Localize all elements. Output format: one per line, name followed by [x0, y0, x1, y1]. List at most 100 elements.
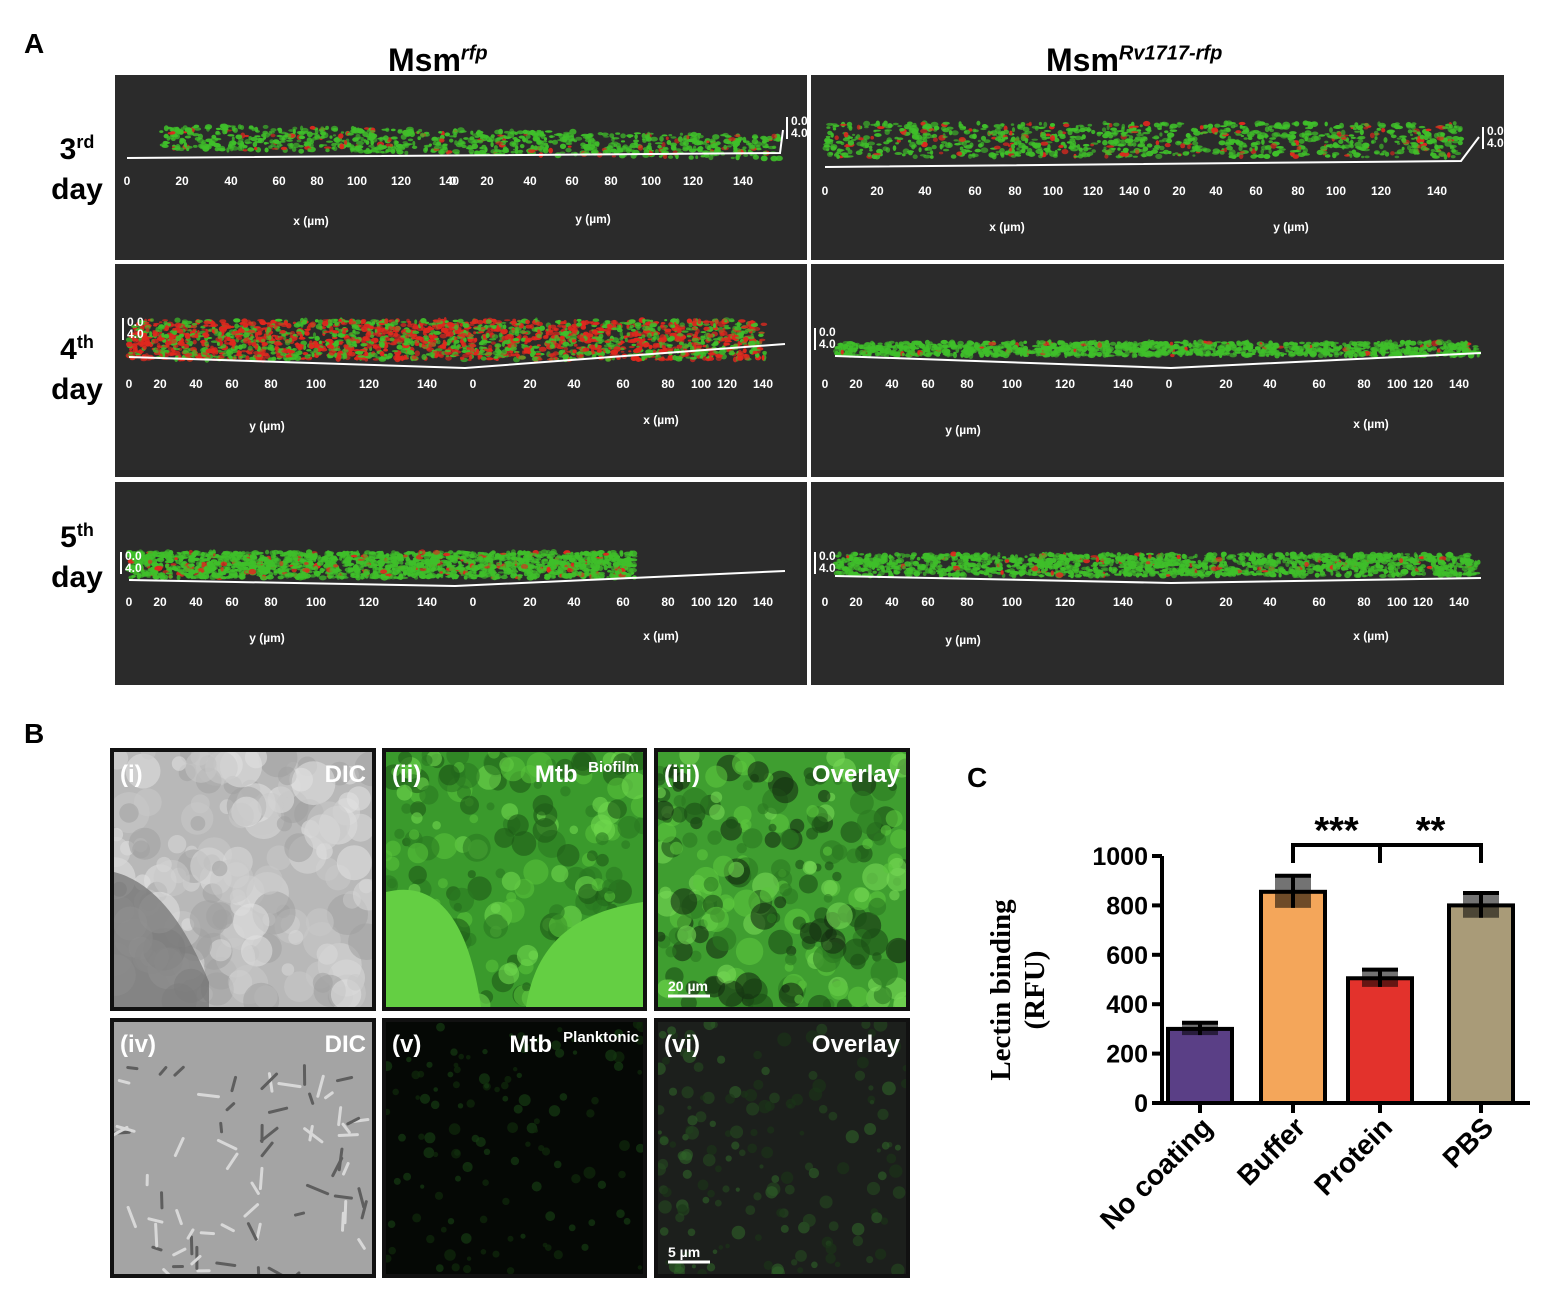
depth-scale: 0.04.0 [786, 114, 807, 140]
bright-region [526, 902, 643, 1007]
depth-scale: 0.04.0 [1482, 124, 1504, 150]
depth-tick: 4.0 [791, 126, 807, 140]
axis-tick-label: 40 [1263, 595, 1277, 609]
axis-tick-label: 60 [1312, 595, 1326, 609]
axis-tick-label: 100 [1326, 184, 1346, 198]
axis-tick-label: 60 [968, 184, 982, 198]
axis-tick-label: 20 [523, 377, 537, 391]
micrograph-title: Mtb [509, 1031, 552, 1058]
axis-tick-label: 0 [470, 595, 477, 609]
axis-tick-label: 20 [849, 377, 863, 391]
axis-tick-label: 80 [661, 595, 675, 609]
axis-tick-label: 120 [1371, 184, 1391, 198]
axis-tick-label: 20 [175, 174, 189, 188]
y-tick-label: 0 [1134, 1090, 1148, 1118]
micrograph-overlay-biofilm: (iii) Overlay 20 µm [654, 748, 910, 1011]
axis-tick-label: 140 [1427, 184, 1447, 198]
axis-tick-label: 60 [616, 595, 630, 609]
axis-tick-label: 140 [417, 377, 437, 391]
micrograph-index-label: (v) [392, 1031, 421, 1058]
biofilm-signal [125, 317, 768, 363]
row-label-day-3: 3rd day [51, 132, 103, 206]
axis-title: x (µm) [1353, 417, 1389, 431]
axis-tick-label: 40 [224, 174, 238, 188]
panel-b-letter: B [24, 718, 45, 749]
micrograph-title: Overlay [812, 1031, 901, 1058]
axis-baseline [128, 343, 786, 370]
depth-tick: 0.0 [127, 315, 144, 329]
axis-baseline [834, 575, 1482, 585]
axis-tick-label: 140 [1119, 184, 1139, 198]
axis-tick-label: 80 [310, 174, 324, 188]
depth-tick: 0.0 [791, 114, 807, 128]
axis-tick-label: 20 [849, 595, 863, 609]
error-band [1182, 1022, 1218, 1036]
micrograph-dic-planktonic: (iv) DIC [110, 1018, 376, 1278]
axis-tick-label: 0 [1166, 377, 1173, 391]
significance-bracket [1378, 843, 1483, 863]
axis-tick-label: 80 [661, 377, 675, 391]
error-band [1362, 969, 1398, 987]
axis-tick-label: 60 [225, 595, 239, 609]
axis-title: y (µm) [249, 419, 285, 433]
axis-title: y (µm) [945, 423, 981, 437]
axis-tick-label: 100 [1002, 377, 1022, 391]
micrograph-title-superscript: Planktonic [563, 1029, 639, 1046]
dark-region [114, 872, 209, 1007]
axis-tick-label: 40 [567, 595, 581, 609]
depth-tick: 4.0 [125, 561, 142, 575]
axis-tick-label: 80 [960, 377, 974, 391]
y-axis-title-line2: (RFU) [1019, 951, 1051, 1030]
axis-tick-label: 100 [1043, 184, 1063, 198]
panel-c-letter: C [967, 762, 988, 793]
axis-tick-label: 120 [1055, 377, 1075, 391]
confocal-msm-rv1717-day5: 0.0 4.0 0 20 40 60 80 100 120 140 0 20 40 60 80 100 120 1… [811, 482, 1504, 685]
axis-tick-label: 40 [885, 377, 899, 391]
axis-tick-label: 0 [1144, 184, 1151, 198]
biofilm-signal [832, 551, 1481, 579]
axis-tick-label: 100 [641, 174, 661, 188]
confocal-msm-rfp-day3: 0.0 4.0 0 20 40 60 80 100 120 140 0 20 40 60 80 100 120 1… [115, 75, 807, 260]
axis-tick-label: 0 [822, 377, 829, 391]
error-band [1275, 875, 1311, 908]
axis-tick-label: 120 [359, 377, 379, 391]
x-tick-label: PBS [1437, 1111, 1500, 1174]
background [386, 1022, 643, 1274]
axis-tick-label: 100 [1002, 595, 1022, 609]
axis-tick-label: 120 [1413, 377, 1433, 391]
axis-title: x (µm) [1353, 629, 1389, 643]
axis-tick-label: 80 [1008, 184, 1022, 198]
axis-tick-label: 140 [1449, 595, 1469, 609]
biofilm-signal [833, 339, 1481, 359]
micrograph-title: DIC [325, 1031, 366, 1058]
confocal-msm-rv1717-day4: 0.0 4.0 0 20 40 60 80 100 120 140 0 20 40 60 80 100 120 1… [811, 264, 1504, 477]
x-tick-label: No coating [1094, 1111, 1218, 1235]
axis-tick-label: 60 [225, 377, 239, 391]
depth-tick: 4.0 [127, 327, 144, 341]
axis-tick-label: 0 [822, 595, 829, 609]
axis-tick-label: 20 [1219, 595, 1233, 609]
depth-tick: 0.0 [125, 549, 142, 563]
axis-tick-label: 120 [717, 377, 737, 391]
axis-baseline [126, 129, 784, 159]
bacilli-clusters [114, 1064, 370, 1274]
micrograph-dic-biofilm: (i) DIC [110, 748, 376, 1011]
axis-tick-label: 120 [1055, 595, 1075, 609]
axis-tick-label: 120 [1413, 595, 1433, 609]
axis-tick-label: 100 [1387, 595, 1407, 609]
scale-bar: 5 µm [668, 1244, 710, 1264]
depth-tick: 4.0 [1487, 136, 1504, 150]
confocal-msm-rfp-day4: 0.0 4.0 0 20 40 60 80 100 120 140 0 20 40 60 80 100 120 1… [115, 264, 807, 477]
axis-tick-label: 80 [960, 595, 974, 609]
column-title-msm-rv1717-rfp: MsmRv1717-rfp [1046, 42, 1223, 78]
micrograph-title-superscript: Biofilm [588, 759, 639, 776]
axis-tick-label: 140 [439, 174, 459, 188]
micrograph-index-label: (i) [120, 761, 143, 788]
axis-tick-label: 60 [616, 377, 630, 391]
axis-tick-label: 140 [1449, 377, 1469, 391]
axis-tick-label: 140 [417, 595, 437, 609]
axis-tick-label: 140 [733, 174, 753, 188]
axis-tick-label: 80 [1357, 377, 1371, 391]
axis-title: x (µm) [293, 214, 329, 228]
bar-buffer [1259, 889, 1327, 1105]
